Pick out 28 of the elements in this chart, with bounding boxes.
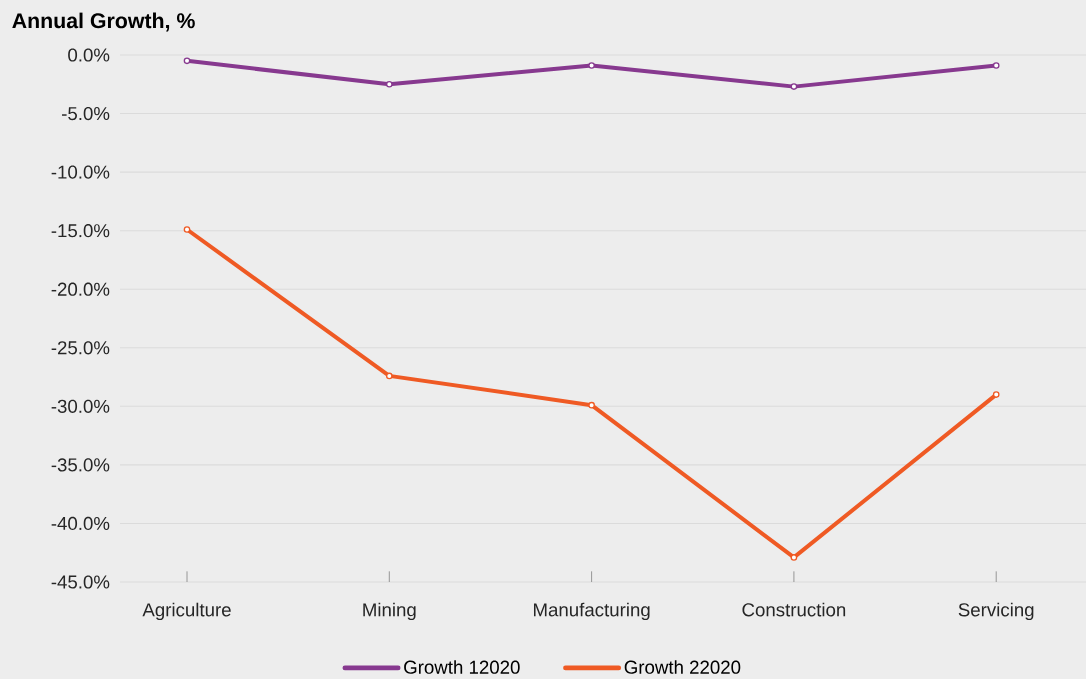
point <box>992 391 1000 398</box>
y-tick-label: -20.0% <box>51 282 110 296</box>
point <box>183 226 191 233</box>
y-tick-label: 0.0% <box>68 48 110 62</box>
x-tick-label: Servicing <box>958 602 1034 621</box>
y-tick-label: -35.0% <box>51 458 110 472</box>
legend-label: Growth 12020 <box>404 660 520 674</box>
point <box>790 83 798 90</box>
point <box>992 62 1000 69</box>
y-tick-label: -25.0% <box>51 341 110 355</box>
x-tick-label: Mining <box>363 602 416 621</box>
point <box>588 401 595 409</box>
y-tick-label: -30.0% <box>51 399 110 413</box>
x-tick-label: Agriculture <box>142 602 231 621</box>
y-tick-label: -45.0% <box>51 575 110 589</box>
y-tick-label: -10.0% <box>51 165 110 179</box>
y-tick-label: -40.0% <box>51 516 110 531</box>
point <box>790 554 798 561</box>
point <box>588 62 595 69</box>
y-tick-label: -5.0% <box>62 106 110 121</box>
point <box>385 372 393 380</box>
point <box>183 57 191 65</box>
x-tick-label: Manufacturing <box>533 602 650 621</box>
x-tick-label: Construction <box>742 602 846 617</box>
legend-label: Growth 22020 <box>624 660 741 674</box>
point <box>385 80 393 88</box>
y-tick-label: -15.0% <box>51 224 110 238</box>
chart-title: Annual Growth, % <box>12 12 195 32</box>
